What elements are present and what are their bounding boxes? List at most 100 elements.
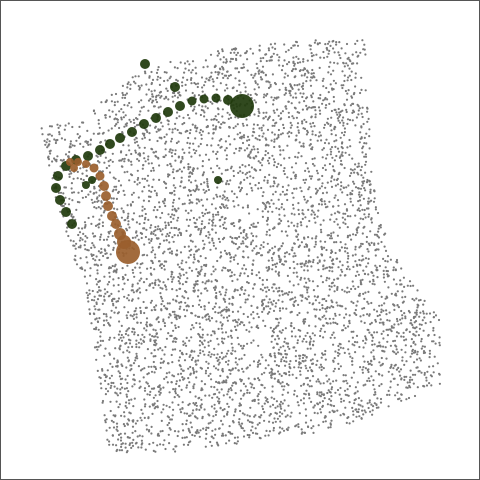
background-point xyxy=(186,129,189,133)
background-point xyxy=(77,227,80,230)
background-point xyxy=(249,175,252,178)
background-point xyxy=(251,249,254,252)
background-point xyxy=(108,443,111,446)
background-point xyxy=(170,226,173,230)
background-point xyxy=(235,328,238,332)
background-point xyxy=(246,206,249,209)
background-point xyxy=(275,400,278,403)
background-point xyxy=(417,304,420,307)
background-point xyxy=(220,324,224,327)
background-point xyxy=(300,241,303,244)
background-point xyxy=(313,164,316,167)
background-point xyxy=(108,271,111,274)
background-point xyxy=(312,431,315,434)
background-point xyxy=(103,354,106,357)
background-point xyxy=(360,88,363,91)
background-point xyxy=(211,239,214,242)
background-point xyxy=(338,226,341,229)
background-point xyxy=(133,383,136,386)
background-point xyxy=(219,293,222,296)
background-point xyxy=(342,221,345,224)
background-point xyxy=(265,101,268,104)
background-point xyxy=(323,397,326,400)
background-point xyxy=(158,83,161,86)
background-point xyxy=(175,141,178,145)
background-point xyxy=(260,126,263,129)
background-point xyxy=(193,256,196,259)
background-point xyxy=(300,224,303,227)
background-point xyxy=(260,383,263,386)
background-point xyxy=(329,123,332,126)
background-point xyxy=(201,350,205,353)
background-point xyxy=(120,436,123,439)
background-point xyxy=(317,424,320,427)
background-point xyxy=(114,177,117,180)
background-point xyxy=(216,186,219,189)
background-point xyxy=(349,215,352,218)
background-point xyxy=(135,289,138,293)
background-point xyxy=(366,402,369,405)
background-point xyxy=(202,188,205,191)
background-point xyxy=(115,392,118,395)
background-point xyxy=(156,228,159,231)
background-point xyxy=(166,232,169,236)
background-point xyxy=(320,365,323,368)
background-point xyxy=(398,370,401,373)
background-point xyxy=(312,344,315,347)
background-point xyxy=(219,407,222,410)
background-point xyxy=(298,361,301,364)
background-point xyxy=(149,97,152,101)
background-point xyxy=(96,348,99,351)
background-point xyxy=(185,412,189,415)
background-point xyxy=(89,143,92,146)
background-point xyxy=(150,70,153,74)
background-point xyxy=(221,357,224,360)
background-point xyxy=(359,315,362,318)
background-point xyxy=(315,363,318,366)
background-point xyxy=(223,337,226,340)
background-point xyxy=(168,442,171,445)
background-point xyxy=(84,248,87,251)
background-point xyxy=(281,64,284,67)
background-point xyxy=(390,330,393,333)
background-point xyxy=(264,367,267,370)
background-point xyxy=(75,263,79,266)
background-point xyxy=(423,299,426,302)
background-point xyxy=(302,82,305,85)
background-point xyxy=(348,174,352,177)
background-point xyxy=(200,133,203,137)
background-point xyxy=(225,154,228,157)
background-point xyxy=(438,344,441,347)
background-point xyxy=(243,292,246,295)
background-point xyxy=(353,344,356,347)
background-point xyxy=(212,85,215,88)
background-point xyxy=(121,84,124,87)
background-point xyxy=(190,82,193,85)
background-point xyxy=(227,183,230,186)
background-point xyxy=(141,177,144,180)
background-point xyxy=(344,212,347,215)
background-point xyxy=(58,133,61,136)
background-point xyxy=(110,419,113,422)
background-point xyxy=(129,339,132,342)
background-point xyxy=(102,211,105,214)
background-point xyxy=(276,405,279,408)
background-point xyxy=(137,159,141,162)
background-point xyxy=(293,213,296,216)
background-point xyxy=(374,206,377,209)
background-point xyxy=(351,189,354,192)
background-point xyxy=(176,111,179,114)
background-point xyxy=(245,233,248,236)
background-point xyxy=(67,234,70,238)
background-point xyxy=(132,212,136,215)
background-point xyxy=(419,311,422,314)
background-point xyxy=(267,288,271,292)
background-point xyxy=(310,370,313,373)
background-point xyxy=(347,257,350,260)
background-point xyxy=(144,235,147,239)
background-point xyxy=(301,120,304,123)
background-point xyxy=(294,254,297,257)
background-point xyxy=(347,325,350,328)
background-point xyxy=(154,344,157,347)
background-point xyxy=(102,324,106,327)
